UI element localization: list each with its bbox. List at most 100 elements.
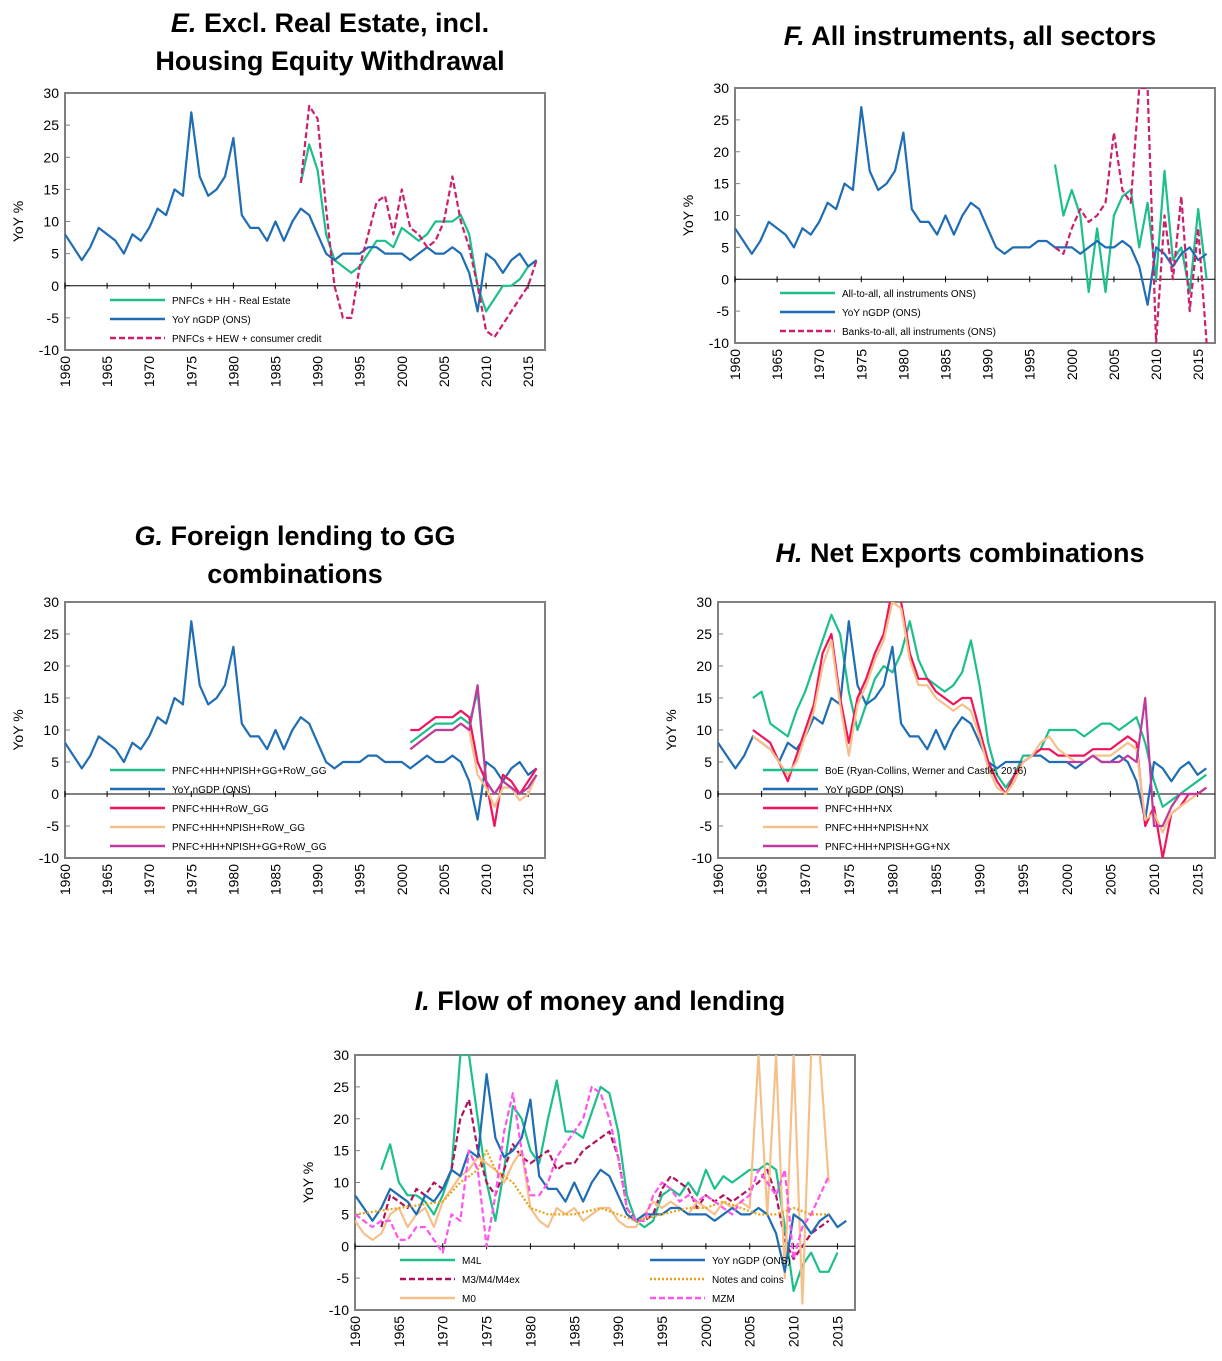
x-tick-label: 2000: [698, 1316, 714, 1347]
y-tick-label: -10: [39, 850, 59, 866]
y-axis-label: YoY %: [10, 709, 26, 750]
series-line: [1066, 696, 1207, 828]
legend-label: PNFCs + HH - Real Estate: [172, 296, 291, 307]
x-tick-label: 1960: [57, 864, 73, 895]
x-tick-label: 1965: [754, 864, 770, 895]
y-tick-label: 20: [333, 1111, 349, 1127]
legend-label: PNFC+HH+RoW_GG: [172, 804, 269, 815]
x-tick-label: 2015: [1190, 864, 1206, 895]
series-line: [65, 111, 538, 313]
legend-label: YoY nGDP (ONS): [712, 1256, 791, 1267]
chart-panel: F. All instruments, all sectors YoY % -10 -…: [680, 21, 1216, 380]
y-tick-label: -5: [700, 818, 713, 834]
y-tick-label: -10: [709, 335, 729, 351]
x-tick-label: 2000: [394, 356, 410, 387]
y-tick-label: 15: [333, 1143, 349, 1159]
x-tick-label: 2000: [1059, 864, 1075, 895]
series-line: [752, 613, 1207, 808]
y-tick-label: 25: [696, 626, 712, 642]
y-tick-label: 0: [721, 271, 729, 287]
x-tick-label: 2005: [1102, 864, 1118, 895]
title-text: Foreign lending to GG: [171, 521, 456, 551]
plot-frame: [64, 92, 546, 351]
title-text: Flow of money and lending: [437, 986, 785, 1016]
legend-label: YoY nGDP (ONS): [825, 785, 904, 796]
y-tick-label: -10: [692, 850, 712, 866]
title-text: Net Exports combinations: [810, 538, 1145, 568]
plot-frame: [734, 87, 1216, 344]
y-axis-label: YoY %: [300, 1162, 316, 1203]
x-tick-label: 1990: [610, 1316, 626, 1347]
legend-label: PNFC+HH+NPISH+GG+NX: [825, 842, 950, 853]
legend-label: YoY nGDP (ONS): [842, 308, 921, 319]
x-tick-label: 1980: [884, 864, 900, 895]
series-line: [752, 602, 1207, 858]
chart-title: H. Net Exports combinations: [775, 538, 1144, 568]
series-line: [355, 1073, 847, 1273]
y-tick-label: 5: [341, 1206, 349, 1222]
series-line: [355, 1149, 829, 1222]
x-tick-label: 1975: [853, 349, 869, 380]
chart-title: G. Foreign lending to GG: [134, 521, 455, 551]
legend-label: M0: [462, 1294, 476, 1305]
x-tick-label: 1990: [972, 864, 988, 895]
y-tick-label: 25: [333, 1079, 349, 1095]
x-tick-label: 2010: [478, 864, 494, 895]
series-line: [410, 709, 538, 828]
y-tick-label: 10: [43, 722, 59, 738]
legend-label: PNFC+HH+NPISH+GG+RoW_GG: [172, 842, 327, 853]
series-line: [752, 602, 1207, 834]
y-tick-label: 20: [43, 149, 59, 165]
y-tick-label: 5: [51, 754, 59, 770]
panel-label: I.: [415, 986, 430, 1016]
legend-label: PNFC+HH+NX: [825, 804, 893, 815]
x-tick-label: 2010: [786, 1316, 802, 1347]
lines: [65, 620, 538, 828]
y-tick-label: 15: [43, 690, 59, 706]
x-tick-label: 2010: [1146, 864, 1162, 895]
series-line: [355, 1085, 830, 1261]
x-tick-label: 1970: [811, 349, 827, 380]
legend-label: PNFC+HH+NPISH+NX: [825, 823, 929, 834]
title-text: combinations: [207, 559, 383, 589]
y-tick-label: 10: [43, 214, 59, 230]
legend-label: M3/M4/M4ex: [462, 1275, 520, 1286]
x-tick-label: 1970: [435, 1316, 451, 1347]
lines: [735, 88, 1208, 343]
x-tick-label: 1995: [1015, 864, 1031, 895]
chart-title: I. Flow of money and lending: [415, 986, 786, 1016]
x-tick-label: 1985: [928, 864, 944, 895]
legend-label: YoY nGDP (ONS): [172, 315, 251, 326]
chart-title: E. Excl. Real Estate, incl.: [171, 8, 489, 38]
x-tick-label: 1965: [99, 864, 115, 895]
legend-label: M4L: [462, 1256, 482, 1267]
x-tick-label: 1965: [769, 349, 785, 380]
legend-label: All-to-all, all instruments ONS): [842, 289, 976, 300]
x-tick-label: 1990: [310, 356, 326, 387]
title-text: Housing Equity Withdrawal: [155, 46, 504, 76]
y-tick-label: -5: [717, 303, 730, 319]
x-tick-label: 1965: [99, 356, 115, 387]
y-tick-label: 10: [713, 208, 729, 224]
chart-title: combinations: [207, 559, 383, 589]
y-tick-label: -10: [329, 1302, 349, 1318]
legend-label: MZM: [712, 1294, 735, 1305]
y-tick-label: 10: [333, 1175, 349, 1191]
x-tick-label: 1975: [479, 1316, 495, 1347]
x-tick-label: 2015: [520, 356, 536, 387]
legend-label: Banks-to-all, all instruments (ONS): [842, 327, 996, 338]
series-line: [735, 106, 1208, 306]
x-tick-label: 1975: [841, 864, 857, 895]
legend-label: Notes and coins: [712, 1275, 784, 1286]
x-tick-label: 1985: [268, 864, 284, 895]
series-line: [1054, 88, 1208, 343]
y-tick-label: 15: [43, 181, 59, 197]
x-tick-label: 2000: [394, 864, 410, 895]
y-tick-label: 30: [333, 1047, 349, 1063]
series-line: [65, 620, 538, 821]
x-tick-label: 1960: [710, 864, 726, 895]
legend-label: PNFC+HH+NPISH+RoW_GG: [172, 823, 305, 834]
x-tick-label: 2015: [520, 864, 536, 895]
series-line: [355, 1055, 830, 1305]
x-tick-label: 1975: [183, 864, 199, 895]
